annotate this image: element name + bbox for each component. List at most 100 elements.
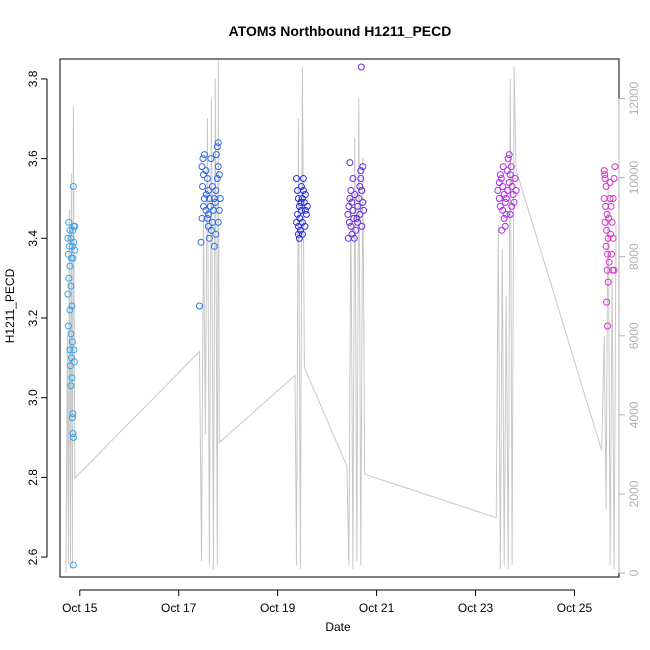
data-point (600, 167, 608, 175)
x-axis-label: Date (325, 620, 351, 634)
data-point (205, 234, 213, 242)
data-point (197, 238, 205, 246)
data-point (608, 218, 616, 226)
data-point (204, 210, 212, 218)
y2-tick-label: 2000 (627, 480, 641, 507)
data-point (512, 187, 520, 194)
data-point (212, 187, 220, 194)
data-point (610, 266, 618, 274)
data-point (66, 262, 74, 270)
data-point (601, 171, 609, 179)
y-tick-label: 3.2 (26, 309, 40, 326)
data-point (198, 214, 206, 222)
x-tick-label: Oct 17 (161, 601, 197, 615)
data-point (356, 183, 364, 190)
secondary-series-layer (65, 58, 617, 574)
data-point (495, 179, 503, 186)
y-tick-label: 3.6 (26, 150, 40, 167)
data-point (68, 338, 76, 346)
data-point (501, 198, 509, 206)
data-point (351, 191, 359, 198)
data-point (202, 191, 210, 198)
data-point (602, 183, 610, 190)
data-point (603, 226, 611, 234)
data-point (69, 254, 77, 262)
plot-frame (59, 58, 620, 578)
data-point (303, 202, 311, 210)
x-axis: Oct 15 Oct 17 Oct 19 Oct 21 Oct 23 Oct 25 (62, 589, 592, 615)
data-point (610, 175, 618, 182)
y2-tick-label: 4000 (627, 401, 641, 428)
data-point (65, 218, 73, 226)
data-point (69, 561, 77, 569)
data-point (295, 202, 303, 210)
data-point (498, 226, 506, 234)
x-tick-label: Oct 15 (62, 601, 98, 615)
data-point (495, 195, 503, 202)
data-point (216, 195, 224, 202)
y2-tick-label: 6000 (627, 322, 641, 349)
data-point (68, 414, 76, 422)
data-point (347, 222, 355, 230)
data-point (358, 187, 366, 194)
data-point (196, 302, 203, 310)
x-tick-label: Oct 19 (260, 601, 296, 615)
data-point (214, 163, 222, 171)
data-point (496, 171, 504, 179)
data-point (214, 218, 222, 226)
y2-tick-label: 10000 (627, 161, 641, 195)
data-point (207, 226, 215, 234)
data-point (604, 250, 612, 258)
data-point (604, 278, 612, 286)
data-point (349, 175, 357, 182)
data-point (603, 298, 611, 306)
data-point (297, 198, 305, 206)
data-point (348, 198, 356, 206)
data-point (200, 151, 208, 159)
y-tick-label: 3.0 (26, 389, 40, 406)
data-point (66, 226, 74, 234)
data-point (199, 155, 207, 163)
data-point (198, 163, 206, 171)
data-point (202, 167, 210, 175)
data-point (607, 230, 615, 238)
data-point (347, 187, 355, 194)
data-point (67, 282, 75, 290)
data-point (354, 202, 362, 210)
data-point (352, 226, 360, 234)
data-point (609, 195, 617, 202)
data-point (64, 290, 72, 298)
y2-tick-label: 0 (627, 569, 641, 576)
data-point (506, 210, 514, 218)
data-point (359, 198, 367, 206)
x-tick-label: Oct 21 (359, 601, 395, 615)
data-point (214, 139, 222, 147)
data-point (69, 183, 77, 190)
data-point (213, 175, 221, 182)
data-point (69, 430, 77, 438)
data-point (199, 183, 206, 190)
data-point (67, 382, 75, 390)
y-tick-label: 3.4 (26, 230, 40, 247)
data-point (504, 187, 512, 194)
data-point (298, 230, 306, 238)
data-point (203, 175, 211, 182)
data-point (207, 155, 215, 163)
data-point (299, 187, 307, 194)
data-point (602, 242, 610, 250)
data-point (606, 195, 614, 202)
data-point (494, 187, 502, 194)
data-point (66, 306, 74, 314)
data-point (64, 322, 72, 330)
y-axis-label: H1211_PECD (3, 268, 17, 343)
data-point (497, 175, 505, 182)
y-tick-label: 2.8 (26, 469, 40, 486)
data-point (501, 222, 509, 230)
y-tick-label: 3.8 (26, 70, 40, 87)
data-point (349, 206, 357, 214)
data-point (68, 302, 76, 310)
x-tick-label: Oct 23 (458, 601, 494, 615)
data-point (503, 167, 511, 175)
data-point (301, 206, 309, 214)
data-point (70, 346, 78, 354)
